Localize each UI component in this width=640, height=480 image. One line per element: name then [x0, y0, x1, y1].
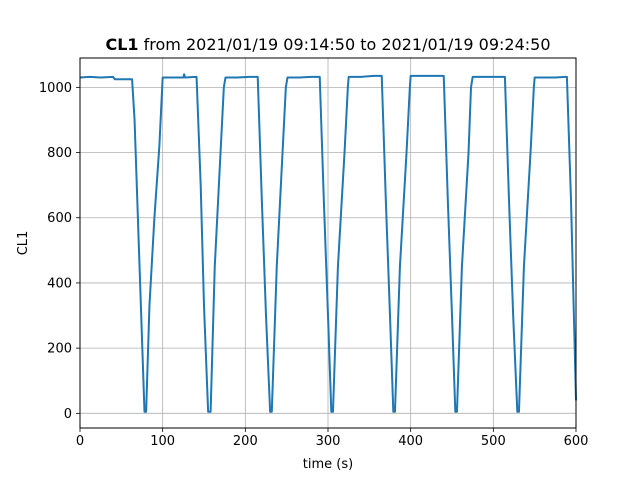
y-tick-label: 600: [47, 211, 72, 226]
grid-lines: [79, 58, 577, 428]
y-tick-label: 200: [47, 342, 72, 357]
y-axis-label: CL1: [16, 231, 31, 256]
chart-title-variable: CL1: [105, 35, 138, 54]
y-tick-label: 800: [47, 146, 72, 161]
x-axis-label: time (s): [303, 457, 353, 472]
x-tick-label: 0: [76, 434, 84, 449]
chart-title-range: from 2021/01/19 09:14:50 to 2021/01/19 0…: [139, 35, 551, 54]
y-tick-label: 0: [64, 407, 72, 422]
axis-ticks: 0 100 200 300 400 500 600 0 200 400 600 800 1000: [39, 81, 589, 449]
data-series: [79, 73, 577, 413]
y-tick-label: 1000: [39, 81, 72, 96]
series-line-1: [79, 73, 577, 413]
x-tick-label: 100: [150, 434, 175, 449]
y-tick-label: 400: [47, 276, 72, 291]
x-tick-label: 400: [398, 434, 423, 449]
x-tick-label: 600: [564, 434, 589, 449]
x-tick-label: 200: [233, 434, 258, 449]
x-tick-label: 300: [316, 434, 341, 449]
x-tick-label: 500: [481, 434, 506, 449]
chart-title: CL1 from 2021/01/19 09:14:50 to 2021/01/…: [105, 35, 550, 54]
